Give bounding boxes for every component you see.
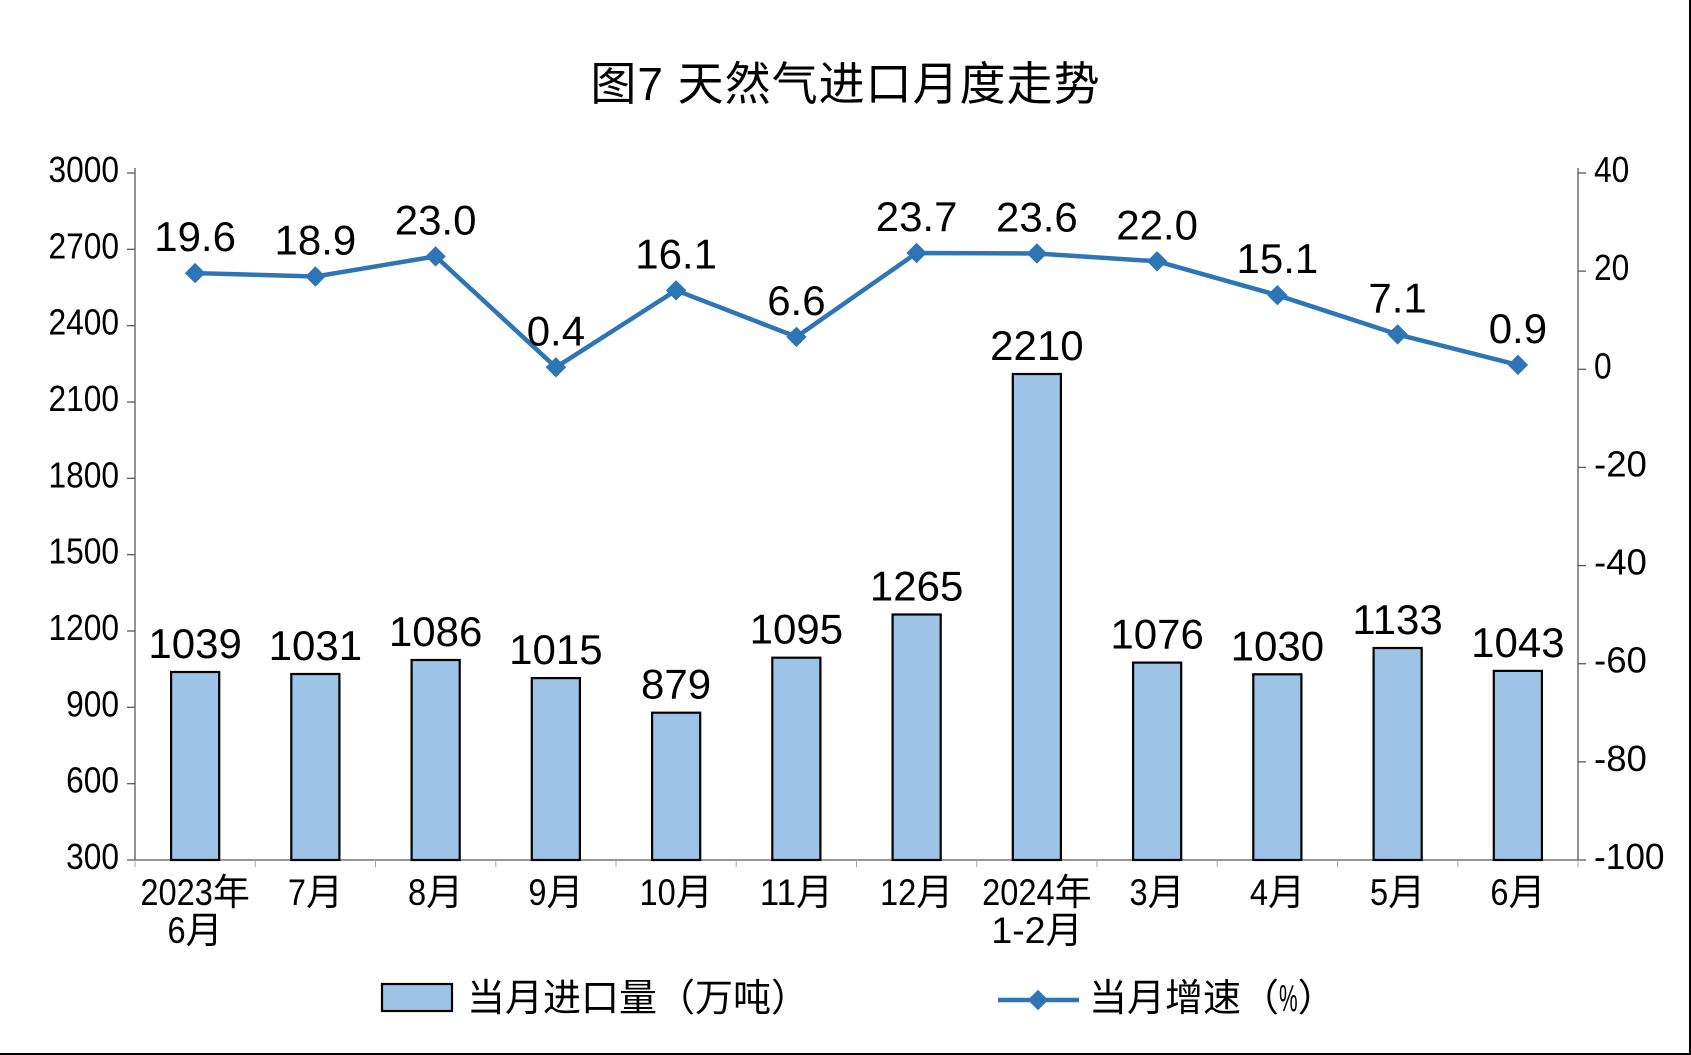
svg-text:当月增速（%）: 当月增速（%）: [1089, 978, 1336, 1020]
svg-text:-100: -100: [1594, 836, 1665, 877]
svg-text:22.0: 22.0: [1116, 201, 1198, 248]
svg-text:1200: 1200: [48, 607, 119, 648]
svg-text:300: 300: [66, 836, 119, 877]
svg-text:2100: 2100: [48, 378, 119, 419]
svg-text:0.9: 0.9: [1489, 305, 1547, 352]
svg-text:16.1: 16.1: [635, 230, 717, 277]
svg-text:-20: -20: [1594, 443, 1647, 484]
svg-text:1-2月: 1-2月: [991, 910, 1082, 951]
svg-text:5月: 5月: [1370, 872, 1425, 913]
svg-text:1015: 1015: [509, 626, 602, 673]
svg-text:600: 600: [66, 760, 119, 801]
svg-text:1076: 1076: [1110, 611, 1203, 658]
svg-text:1031: 1031: [269, 622, 362, 669]
svg-text:2210: 2210: [990, 322, 1083, 369]
svg-text:0.4: 0.4: [527, 307, 585, 354]
svg-text:2023年: 2023年: [140, 872, 250, 913]
svg-text:1500: 1500: [48, 531, 119, 572]
svg-text:19.6: 19.6: [154, 213, 236, 260]
svg-text:20: 20: [1594, 247, 1629, 288]
svg-text:6.6: 6.6: [767, 277, 825, 324]
svg-text:8月: 8月: [408, 872, 463, 913]
svg-text:7.1: 7.1: [1368, 274, 1426, 321]
svg-text:23.0: 23.0: [395, 196, 477, 243]
svg-text:7月: 7月: [288, 872, 343, 913]
svg-text:1095: 1095: [750, 606, 843, 653]
svg-text:10月: 10月: [639, 872, 712, 913]
svg-text:900: 900: [66, 683, 119, 724]
svg-text:9月: 9月: [528, 872, 583, 913]
svg-text:40: 40: [1594, 149, 1629, 190]
svg-text:2700: 2700: [48, 225, 119, 266]
svg-text:23.6: 23.6: [996, 194, 1078, 241]
svg-text:当月进口量（万吨）: 当月进口量（万吨）: [467, 978, 809, 1020]
svg-text:1043: 1043: [1471, 619, 1564, 666]
svg-text:1030: 1030: [1231, 622, 1324, 669]
svg-text:-60: -60: [1594, 640, 1647, 681]
svg-text:6月: 6月: [1490, 872, 1545, 913]
svg-text:879: 879: [641, 661, 711, 708]
svg-text:-80: -80: [1594, 738, 1647, 779]
svg-text:12月: 12月: [880, 872, 953, 913]
svg-text:6月: 6月: [168, 910, 223, 951]
svg-text:2024年: 2024年: [982, 872, 1092, 913]
svg-text:4月: 4月: [1250, 872, 1305, 913]
svg-text:23.7: 23.7: [876, 193, 958, 240]
svg-text:1086: 1086: [389, 608, 482, 655]
svg-text:18.9: 18.9: [275, 217, 357, 264]
svg-text:11月: 11月: [760, 872, 833, 913]
svg-text:1039: 1039: [148, 620, 241, 667]
svg-text:3月: 3月: [1130, 872, 1185, 913]
svg-text:3000: 3000: [48, 149, 119, 190]
svg-text:1265: 1265: [870, 563, 963, 610]
svg-text:1133: 1133: [1352, 596, 1442, 643]
svg-text:0: 0: [1594, 345, 1612, 386]
svg-text:2400: 2400: [48, 302, 119, 343]
svg-text:15.1: 15.1: [1237, 235, 1319, 282]
svg-text:1800: 1800: [48, 454, 119, 495]
svg-text:-40: -40: [1594, 542, 1647, 583]
